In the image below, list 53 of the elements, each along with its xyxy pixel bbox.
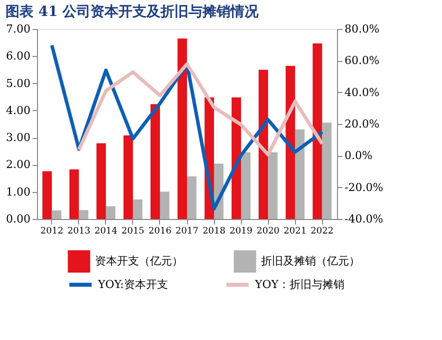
y-tick-label: 1.00 bbox=[6, 185, 30, 198]
bar bbox=[187, 176, 196, 219]
bar bbox=[150, 104, 160, 219]
bar bbox=[96, 143, 106, 219]
bar bbox=[123, 135, 133, 219]
legend-label: 折旧及摊销（亿元） bbox=[261, 254, 360, 268]
bar bbox=[52, 210, 62, 219]
x-tick-label: 2016 bbox=[148, 226, 172, 236]
bar bbox=[69, 169, 79, 219]
bar bbox=[232, 97, 242, 219]
bar bbox=[132, 199, 142, 219]
y-tick-label: 4.00 bbox=[6, 104, 30, 117]
x-tick-label: 2013 bbox=[67, 226, 91, 236]
y-tick-label: 5.00 bbox=[6, 76, 30, 90]
x-tick-label: 2019 bbox=[230, 226, 253, 236]
y-tick-label: 3.00 bbox=[6, 131, 30, 144]
y2-tick-label: -20.0% bbox=[344, 180, 384, 194]
bar bbox=[160, 192, 170, 219]
y2-tick-label: 40.0% bbox=[344, 86, 380, 99]
bar bbox=[42, 171, 52, 219]
y-tick-label: 2.00 bbox=[6, 158, 30, 172]
y2-tick-label: 20.0% bbox=[344, 118, 380, 130]
x-tick-label: 2022 bbox=[310, 226, 334, 236]
line-series bbox=[50, 44, 324, 210]
line-series bbox=[77, 62, 324, 156]
chart-title: 图表 41 公司资本开支及折旧与摊销情况 bbox=[6, 4, 260, 20]
bar bbox=[106, 206, 116, 219]
y2-tick-label: 0.0% bbox=[344, 149, 372, 162]
bar bbox=[312, 43, 322, 219]
x-tick-label: 2012 bbox=[40, 226, 64, 236]
x-tick-label: 2021 bbox=[284, 226, 307, 236]
x-tick-label: 2020 bbox=[256, 226, 280, 236]
bar bbox=[286, 66, 296, 219]
bar bbox=[178, 38, 187, 219]
x-tick-label: 2015 bbox=[121, 226, 145, 236]
bar bbox=[258, 70, 268, 219]
bar bbox=[241, 152, 251, 219]
x-tick-label: 2018 bbox=[202, 226, 226, 236]
legend-label: 资本开支（亿元） bbox=[95, 254, 183, 268]
y2-tick-label: 60.0% bbox=[344, 54, 380, 68]
bar bbox=[268, 152, 278, 219]
legend-label: YOY：折旧与摊销 bbox=[254, 278, 345, 291]
bar bbox=[78, 210, 88, 219]
y2-tick-label: -40.0% bbox=[344, 212, 384, 226]
x-tick-label: 2017 bbox=[176, 226, 199, 236]
x-tick-label: 2014 bbox=[94, 226, 118, 236]
bar bbox=[295, 129, 305, 219]
bar bbox=[322, 122, 332, 219]
y-tick-label: 6.00 bbox=[6, 50, 30, 63]
y2-tick-label: 80.0% bbox=[344, 22, 380, 36]
legend-label: YOY:资本开支 bbox=[97, 278, 168, 291]
y-tick-label: 7.00 bbox=[6, 22, 30, 36]
y-tick-label: 0.00 bbox=[6, 212, 30, 226]
